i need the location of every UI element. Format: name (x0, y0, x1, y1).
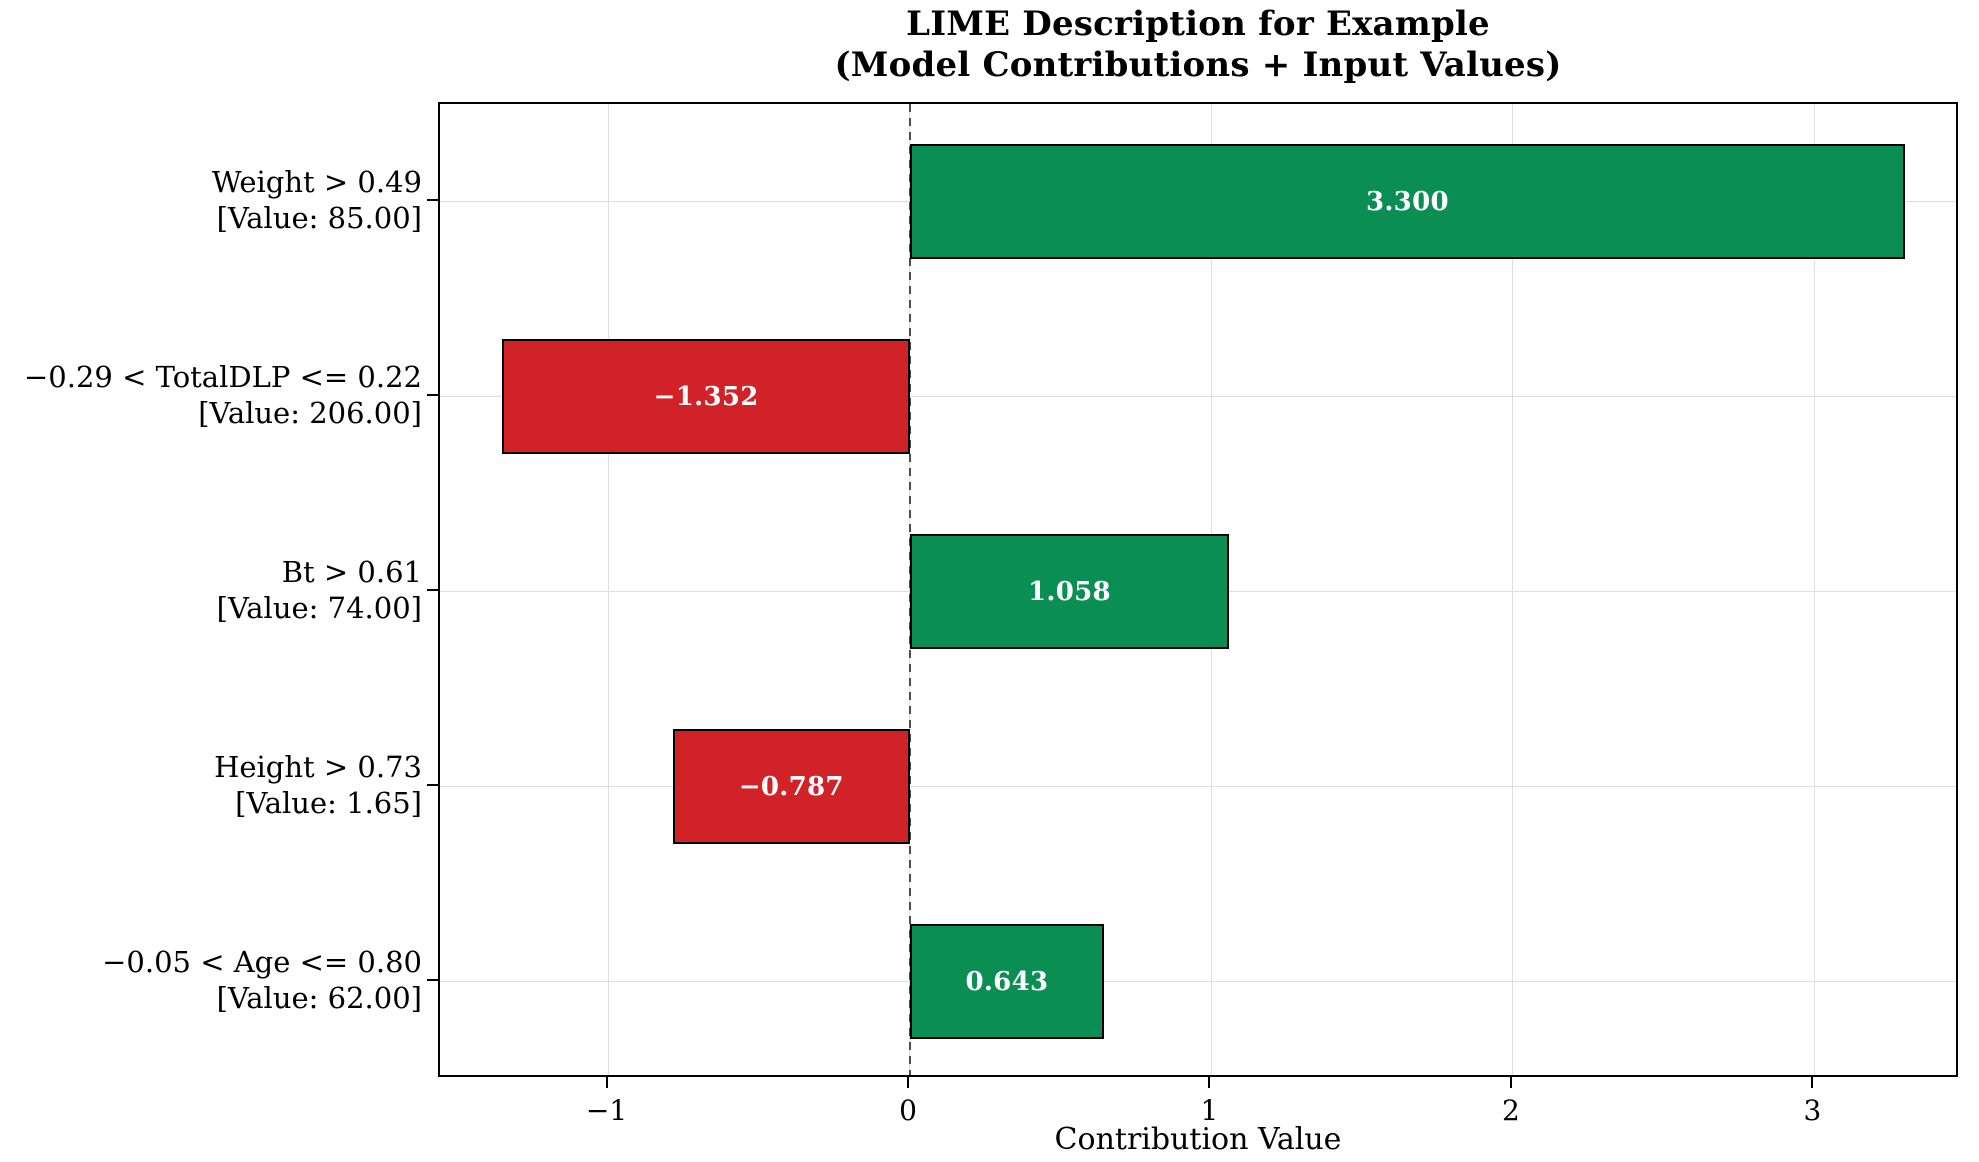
feature-condition-label: Bt > 0.61 (281, 554, 422, 589)
bar-value-label: 3.300 (1365, 186, 1449, 217)
feature-input-value-label: [Value: 206.00] (198, 395, 422, 430)
feature-condition-label: Weight > 0.49 (211, 164, 422, 199)
plot-area: 3.300 −1.352 1.058 −0.787 0.643 (438, 102, 1958, 1077)
x-tick-mark (1208, 1077, 1211, 1088)
y-tick-label: Height > 0.73 [Value: 1.65] (0, 749, 422, 821)
bar-value-label: 1.058 (1027, 576, 1111, 607)
x-tick-label: 0 (899, 1094, 917, 1127)
feature-input-value-label: [Value: 1.65] (235, 785, 422, 820)
x-tick-label: 3 (1803, 1094, 1822, 1127)
chart-title: LIME Description for Example (Model Cont… (438, 4, 1958, 86)
bar-value-label: −0.787 (738, 771, 844, 802)
y-tick-label: −0.05 < Age <= 0.80 [Value: 62.00] (0, 944, 422, 1016)
y-tick-mark (427, 588, 438, 591)
x-tick-label: 1 (1200, 1094, 1219, 1127)
y-tick-label: Bt > 0.61 [Value: 74.00] (0, 554, 422, 626)
x-axis-label: Contribution Value (1054, 1122, 1342, 1157)
x-tick-mark (906, 1077, 909, 1088)
y-tick-label: Weight > 0.49 [Value: 85.00] (0, 164, 422, 236)
y-gridline (440, 786, 1956, 787)
y-tick-mark (427, 783, 438, 786)
positive-contribution-bar: 3.300 (909, 144, 1905, 259)
x-tick-label: 2 (1502, 1094, 1520, 1127)
feature-input-value-label: [Value: 62.00] (216, 980, 422, 1015)
x-tick-mark (1509, 1077, 1512, 1088)
y-tick-mark (427, 393, 438, 396)
bar-value-label: 0.643 (965, 966, 1049, 997)
y-gridline (440, 981, 1956, 982)
feature-input-value-label: [Value: 74.00] (216, 590, 422, 625)
y-tick-label: −0.29 < TotalDLP <= 0.22 [Value: 206.00] (0, 359, 422, 431)
positive-contribution-bar: 1.058 (909, 534, 1229, 649)
x-gridline (1813, 104, 1815, 1075)
feature-condition-label: −0.29 < TotalDLP <= 0.22 (24, 359, 422, 394)
feature-input-value-label: [Value: 85.00] (216, 200, 422, 235)
y-gridline (440, 396, 1956, 397)
x-gridline (1512, 104, 1514, 1075)
feature-condition-label: Height > 0.73 (214, 749, 422, 784)
x-tick-mark (1811, 1077, 1814, 1088)
positive-contribution-bar: 0.643 (909, 924, 1104, 1039)
bar-value-label: −1.352 (653, 381, 759, 412)
x-tick-mark (605, 1077, 608, 1088)
negative-contribution-bar: −0.787 (672, 729, 910, 844)
x-gridline (608, 104, 610, 1075)
y-tick-mark (427, 978, 438, 981)
x-tick-label: −1 (585, 1094, 628, 1127)
y-tick-mark (427, 198, 438, 201)
bars-layer: 3.300 −1.352 1.058 −0.787 0.643 (440, 104, 1956, 1075)
feature-condition-label: −0.05 < Age <= 0.80 (102, 944, 422, 979)
chart-title-line2: (Model Contributions + Input Values) (834, 45, 1562, 85)
negative-contribution-bar: −1.352 (502, 339, 910, 454)
chart-title-line1: LIME Description for Example (906, 4, 1490, 44)
